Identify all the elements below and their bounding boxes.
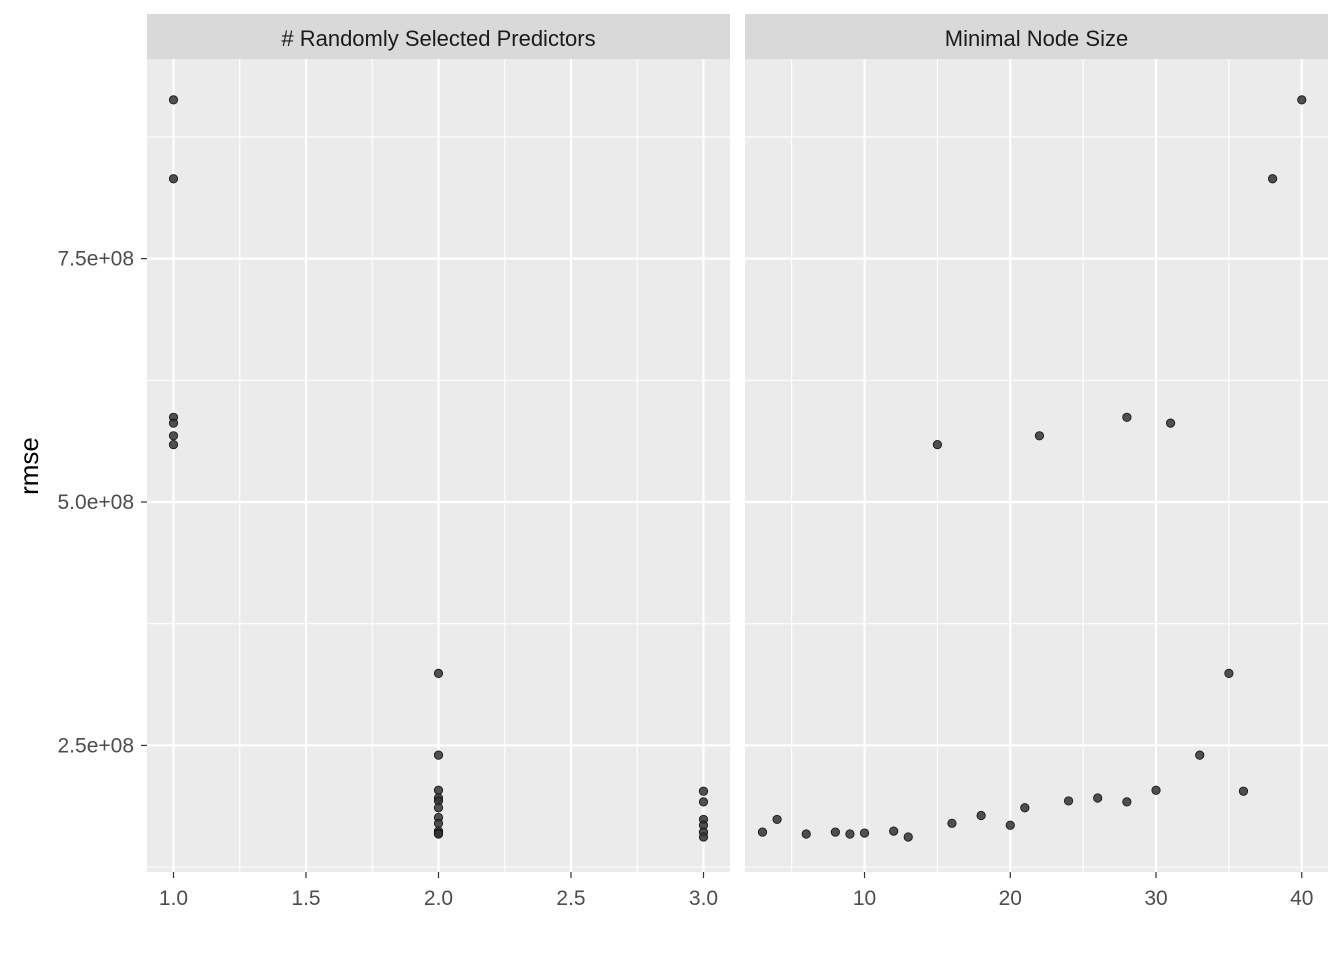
panel-left-x-ticks: 1.0 1.5 2.0 2.5 3.0 <box>159 872 718 910</box>
panel-right-strip-title: Minimal Node Size <box>945 26 1128 51</box>
data-point <box>433 785 444 795</box>
y-axis-title: rmse <box>14 437 44 495</box>
x-tick-label: 1.5 <box>291 887 320 910</box>
data-point <box>1093 793 1103 803</box>
data-point <box>1238 786 1249 796</box>
panel-left-strip-title: # Randomly Selected Predictors <box>281 26 595 51</box>
panel-left-points <box>168 95 709 842</box>
data-point <box>845 829 855 839</box>
data-point <box>1122 412 1132 422</box>
data-point <box>698 797 709 807</box>
data-point <box>168 439 179 450</box>
panel-right-gridlines <box>745 59 1328 872</box>
data-point <box>1268 174 1278 184</box>
x-tick-label: 20 <box>999 887 1022 910</box>
x-tick-label: 1.0 <box>159 887 188 910</box>
data-point <box>168 174 179 184</box>
panel-right-background <box>745 59 1328 872</box>
data-point <box>698 832 709 842</box>
data-point <box>1224 668 1234 678</box>
data-point <box>168 431 179 441</box>
data-point <box>433 829 444 839</box>
data-point <box>772 814 782 825</box>
panel-right-x-ticks: 10 20 30 40 <box>853 872 1313 910</box>
data-point <box>433 818 444 828</box>
data-point <box>698 786 709 796</box>
data-point <box>1005 820 1015 830</box>
data-point <box>1195 750 1205 760</box>
data-point <box>903 832 913 842</box>
y-tick-label: 7.5e+08 <box>58 248 135 271</box>
data-point <box>757 827 768 837</box>
data-point <box>801 829 811 839</box>
panel-randomly-selected-predictors: # Randomly Selected Predictors 1.0 1.5 2.0… <box>147 14 730 910</box>
x-tick-label: 10 <box>853 887 876 910</box>
data-point <box>932 439 942 450</box>
y-tick-label: 5.0e+08 <box>58 491 135 514</box>
data-point <box>1063 796 1074 806</box>
data-point <box>1122 797 1132 807</box>
data-point <box>859 828 870 838</box>
x-tick-label: 2.0 <box>424 887 453 910</box>
panel-right-points <box>757 95 1307 842</box>
data-point <box>168 418 179 428</box>
data-point <box>433 803 444 813</box>
data-point <box>1020 803 1030 813</box>
data-point <box>947 818 957 828</box>
y-tick-label: 2.5e+08 <box>58 734 135 757</box>
x-tick-label: 40 <box>1290 887 1313 910</box>
panel-minimal-node-size: Minimal Node Size 10 20 30 40 <box>745 14 1328 910</box>
data-point <box>168 95 179 105</box>
x-tick-label: 30 <box>1144 887 1167 910</box>
x-tick-label: 3.0 <box>689 887 718 910</box>
data-point <box>1165 418 1176 428</box>
data-point <box>433 668 444 678</box>
data-point <box>830 827 840 837</box>
data-point <box>433 750 444 760</box>
data-point <box>1034 431 1045 441</box>
data-point <box>1297 95 1307 105</box>
data-point <box>889 826 899 836</box>
data-point <box>976 810 986 821</box>
panel-right-strip <box>745 14 1328 59</box>
data-point <box>1151 785 1161 795</box>
y-axis-ticks: 2.5e+08 5.0e+08 7.5e+08 <box>58 248 147 757</box>
panel-left-strip <box>147 14 730 59</box>
panel-left-gridlines <box>147 59 730 872</box>
x-tick-label: 2.5 <box>556 887 585 910</box>
